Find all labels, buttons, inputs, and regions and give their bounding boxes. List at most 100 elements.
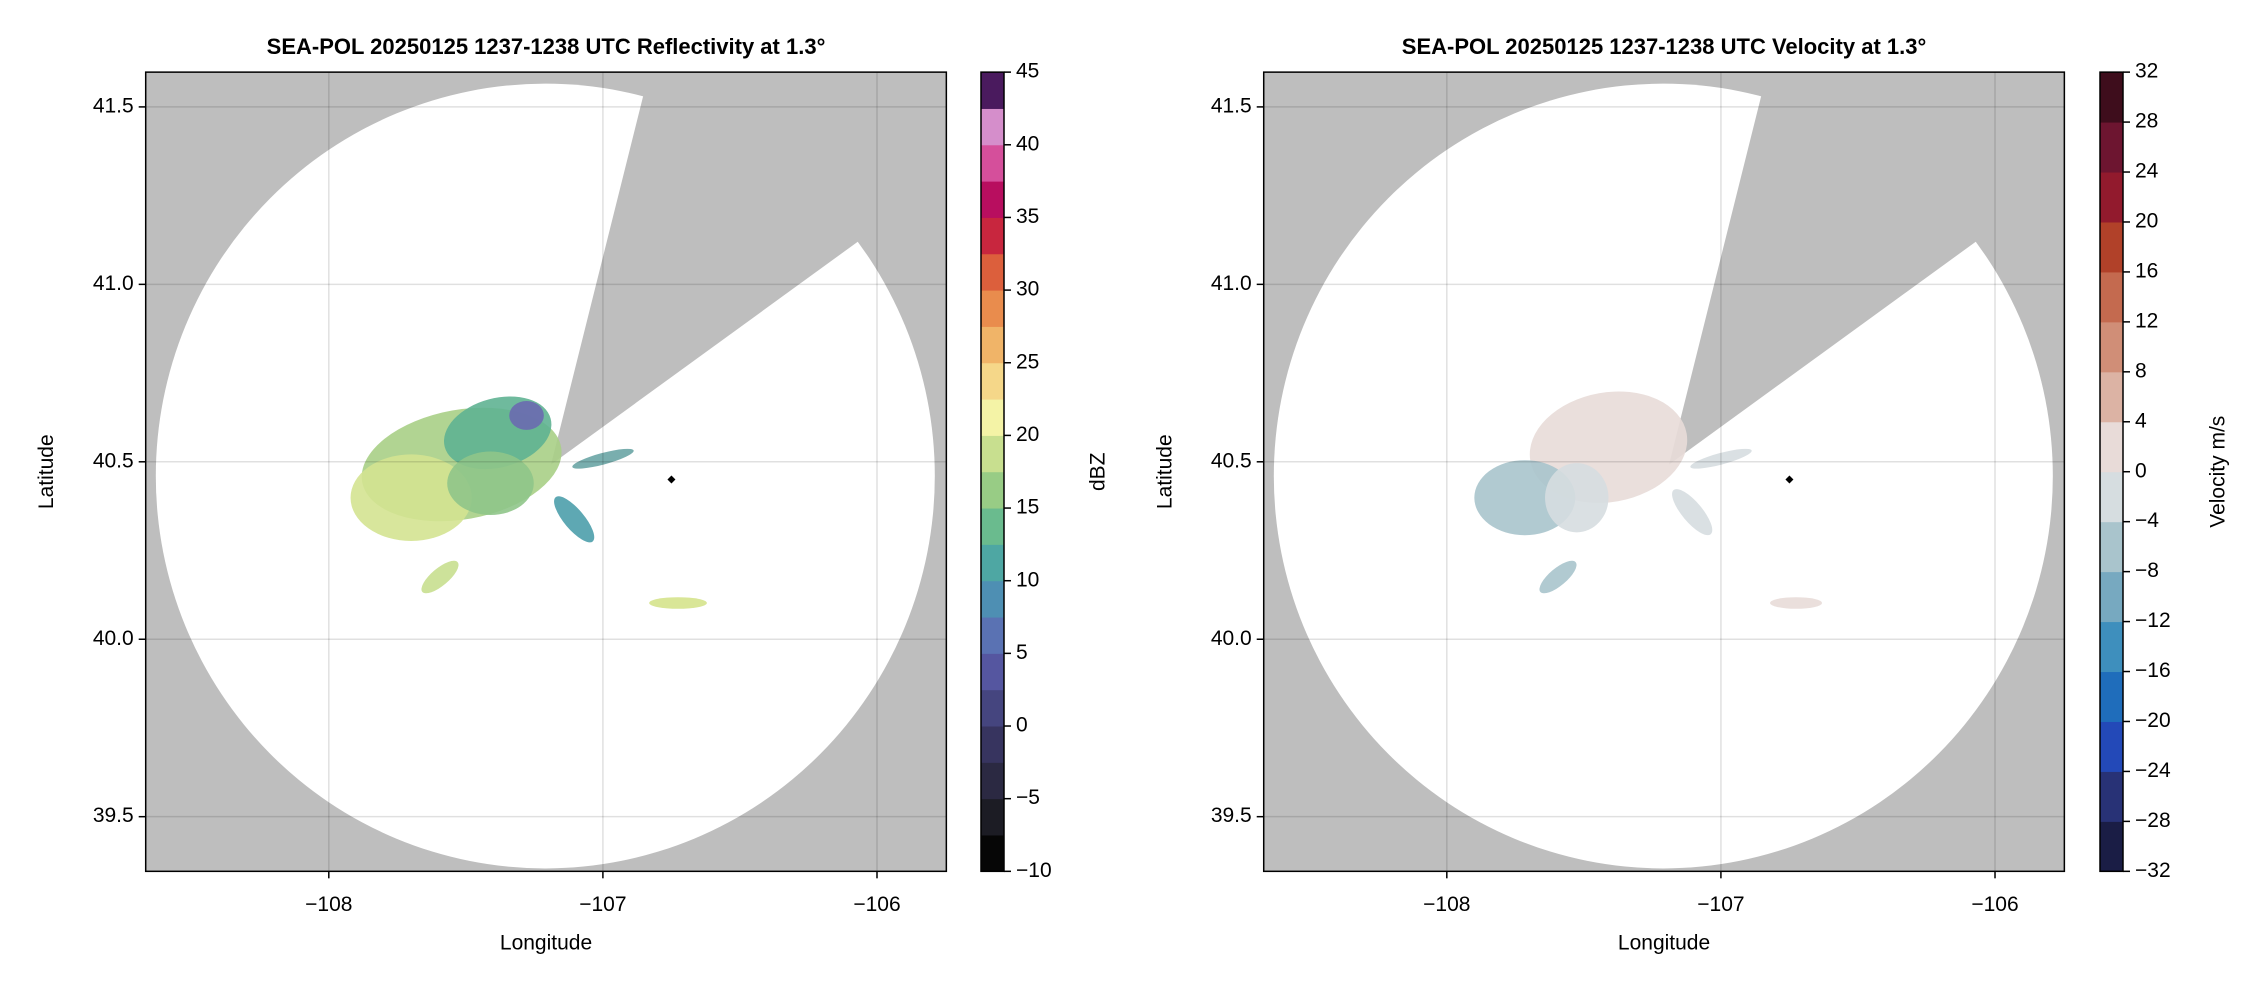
colorbar-tick-label: −24 [2135, 759, 2171, 782]
colorbar-tick-label: 30 [1016, 278, 1039, 301]
colorbar-tick-label: 32 [2135, 60, 2158, 83]
colorbar-band [2100, 771, 2123, 822]
colorbar-band [981, 108, 1004, 146]
echo [421, 560, 459, 594]
colorbar-tick-label: 8 [2135, 359, 2147, 382]
plot-area [1263, 72, 2065, 872]
echo [572, 448, 634, 469]
colorbar-tick-label: 15 [1016, 496, 1039, 519]
x-axis-label: Longitude [500, 932, 592, 955]
blocked-sector [1669, 72, 2065, 465]
colorbar-band [2100, 271, 2123, 323]
colorbar-band [2100, 521, 2123, 573]
colorbar-tick-label: −32 [2135, 859, 2171, 882]
blocked-sector [551, 72, 947, 465]
colorbar-band [981, 362, 1004, 400]
colorbar-band [981, 580, 1004, 618]
colorbar-band [2100, 571, 2123, 623]
colorbar-tick-label: 28 [2135, 110, 2158, 133]
colorbar-tick-label: −20 [2135, 709, 2171, 732]
y-axis-label: Latitude [1153, 434, 1176, 509]
colorbar-tick-label: 45 [1016, 60, 1039, 83]
echo [1474, 460, 1576, 536]
colorbar-tick-label: −28 [2135, 809, 2171, 832]
colorbar-band [981, 653, 1004, 691]
y-tick-label: 41.5 [93, 94, 134, 117]
colorbar-band [981, 290, 1004, 327]
colorbar-band [981, 435, 1004, 473]
colorbar-band [981, 399, 1004, 436]
echo [1545, 463, 1609, 533]
colorbar-tick-label: 0 [2135, 459, 2147, 482]
colorbar-band [2100, 72, 2123, 123]
colorbar-tick-label: −10 [1016, 859, 1052, 882]
colorbar-frame [980, 71, 1005, 873]
colorbar-band [2100, 221, 2123, 273]
colorbar-band [981, 144, 1004, 182]
colorbar-tick-label: 20 [1016, 423, 1039, 446]
echo [1690, 448, 1752, 469]
colorbar-band [981, 471, 1004, 509]
x-tick-label: −107 [1697, 893, 1744, 916]
echo [1672, 489, 1713, 536]
colorbar-band [981, 253, 1004, 291]
echo [649, 597, 707, 609]
colorbar-band [981, 689, 1004, 727]
plot-area [145, 72, 947, 872]
y-tick-label: 39.5 [1211, 804, 1252, 827]
colorbar-band [981, 835, 1004, 872]
y-tick-label: 41.5 [1211, 94, 1252, 117]
y-tick-label: 40.5 [93, 449, 134, 472]
colorbar-band [981, 617, 1004, 654]
echo [350, 454, 472, 541]
y-axis-label: Latitude [35, 434, 58, 509]
colorbar-band [981, 72, 1004, 109]
colorbar-tick-label: 24 [2135, 160, 2159, 183]
colorbar-band [2100, 671, 2123, 722]
colorbar-tick-label: 25 [1016, 350, 1039, 373]
colorbar-band [2100, 471, 2123, 523]
colorbar-label: dBZ [1087, 452, 1110, 491]
axes-frame [1262, 71, 2066, 873]
colorbar-band [981, 726, 1004, 763]
y-tick-label: 41.0 [1211, 272, 1252, 295]
colorbar-tick-label: −16 [2135, 659, 2171, 682]
colorbar-band [981, 798, 1004, 836]
colorbar-band [981, 544, 1004, 582]
echo [509, 401, 544, 430]
colorbar-band [981, 508, 1004, 545]
colorbar-tick-label: −12 [2135, 609, 2171, 632]
y-tick-label: 41.0 [93, 272, 134, 295]
colorbar-tick-label: −4 [2135, 509, 2159, 532]
x-tick-label: −108 [1423, 893, 1470, 916]
chart-title: SEA-POL 20250125 1237-1238 UTC Velocity … [1402, 34, 1926, 59]
y-tick-label: 40.5 [1211, 449, 1252, 472]
colorbar-tick-label: 20 [2135, 210, 2158, 233]
x-tick-label: −108 [305, 893, 352, 916]
x-tick-label: −107 [579, 893, 626, 916]
colorbar-tick-label: 16 [2135, 259, 2158, 282]
colorbar-band [2100, 821, 2123, 872]
x-tick-label: −106 [1971, 893, 2018, 916]
colorbar-tick-label: 12 [2135, 309, 2158, 332]
colorbar-tick-label: 4 [2135, 409, 2147, 432]
colorbar-label: Velocity m/s [2207, 416, 2230, 528]
colorbar-tick-label: 5 [1016, 641, 1028, 664]
colorbar-tick-label: −8 [2135, 559, 2159, 582]
x-axis-label: Longitude [1618, 932, 1710, 955]
colorbar-band [981, 762, 1004, 800]
radar-site [1785, 475, 1794, 484]
colorbar-band [981, 217, 1004, 255]
colorbar-band [2100, 721, 2123, 772]
colorbar-band [2100, 621, 2123, 673]
echo [554, 496, 595, 543]
echo [1770, 597, 1823, 609]
colorbar-tick-label: 35 [1016, 205, 1039, 228]
colorbar-tick-label: 40 [1016, 132, 1039, 155]
colorbar-band [981, 181, 1004, 218]
colorbar-band [2100, 122, 2123, 173]
y-tick-label: 40.0 [1211, 627, 1252, 650]
colorbar-band [2100, 321, 2123, 373]
colorbar-tick-label: 0 [1016, 714, 1028, 737]
